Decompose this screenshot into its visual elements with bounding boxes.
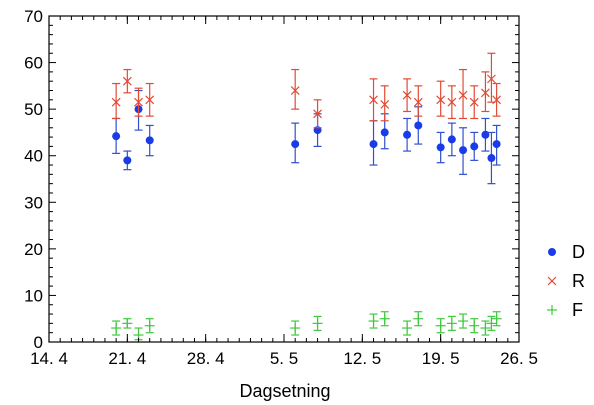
error-bar	[459, 68, 468, 120]
data-point	[111, 97, 121, 107]
data-point	[380, 100, 390, 109]
data-point	[144, 320, 155, 331]
data-point	[413, 313, 424, 324]
data-point	[111, 323, 122, 334]
data-point	[487, 154, 496, 163]
data-point	[458, 316, 469, 327]
legend-marker	[548, 248, 556, 256]
series-layer	[111, 52, 502, 341]
x-tick-label: 21. 4	[108, 349, 146, 368]
data-point	[459, 146, 468, 155]
data-point	[145, 136, 154, 145]
data-point	[447, 135, 456, 144]
y-tick-label: 60	[24, 54, 43, 73]
y-tick-label: 70	[24, 7, 43, 26]
data-point	[402, 90, 412, 100]
error-bar	[481, 71, 490, 113]
legend-marker	[547, 305, 557, 315]
data-point	[469, 97, 479, 107]
data-point	[402, 323, 413, 334]
data-point	[312, 318, 323, 329]
x-tick-label: 28. 4	[187, 349, 225, 368]
data-point	[480, 323, 491, 334]
data-point	[413, 97, 423, 107]
legend-entry-R: R	[547, 271, 585, 291]
data-point	[379, 313, 390, 324]
legend-marker	[547, 276, 557, 286]
legend-label: D	[572, 242, 585, 262]
data-point	[122, 76, 132, 86]
data-point	[145, 95, 155, 105]
x-axis-title: Dagsetning	[239, 381, 330, 401]
data-point	[491, 313, 502, 324]
y-tick-label: 10	[24, 286, 43, 305]
y-tick-label: 50	[24, 100, 43, 119]
data-point	[369, 140, 378, 149]
legend-label: R	[572, 271, 585, 291]
axes-layer: 0 10 20 30 40 50 60 70 14. 4 21. 4 28. 4 5. 5 12. 5 1…	[24, 7, 538, 368]
data-point	[134, 97, 143, 107]
data-point	[368, 316, 379, 327]
data-point	[380, 128, 389, 137]
data-point	[458, 90, 468, 100]
data-point	[290, 86, 300, 95]
data-point	[447, 97, 457, 107]
series-D	[112, 89, 501, 185]
x-tick-label: 12. 5	[343, 349, 381, 368]
error-bar	[487, 52, 496, 103]
data-point	[481, 88, 490, 98]
error-bar	[414, 85, 423, 117]
legend-entry-D: D	[548, 242, 585, 262]
y-tick-label: 30	[24, 193, 43, 212]
data-point	[290, 323, 301, 334]
y-tick-label: 40	[24, 147, 43, 166]
series-R	[111, 52, 502, 129]
error-bar	[380, 85, 389, 122]
data-point	[291, 140, 300, 149]
data-point	[112, 132, 121, 141]
data-point	[313, 109, 322, 119]
x-tick-label: 26. 5	[500, 349, 538, 368]
data-point	[487, 74, 496, 84]
legend-entry-F: F	[547, 300, 583, 320]
plot-area	[48, 15, 520, 343]
data-point	[122, 318, 133, 329]
data-point	[436, 143, 445, 152]
legend-label: F	[572, 300, 583, 320]
data-point	[403, 130, 412, 139]
data-point	[414, 121, 423, 130]
series-F	[111, 311, 502, 341]
y-tick-label: 0	[34, 333, 43, 352]
data-point	[369, 95, 378, 105]
data-point	[435, 320, 446, 331]
error-bar	[112, 82, 121, 120]
error-bar	[291, 68, 300, 110]
x-tick-label: 19. 5	[422, 349, 460, 368]
data-point	[469, 320, 480, 331]
plot-frame	[48, 15, 520, 343]
data-point	[492, 95, 502, 105]
data-point	[470, 142, 479, 151]
legend: DRF	[547, 242, 585, 320]
error-bar	[436, 80, 445, 117]
x-tick-label: 14. 4	[30, 349, 68, 368]
y-tick-label: 20	[24, 240, 43, 259]
data-point	[436, 95, 446, 105]
data-point	[123, 156, 132, 165]
data-point	[446, 318, 457, 329]
data-point	[486, 318, 497, 329]
x-tick-label: 5. 5	[270, 349, 298, 368]
data-point	[492, 140, 501, 149]
